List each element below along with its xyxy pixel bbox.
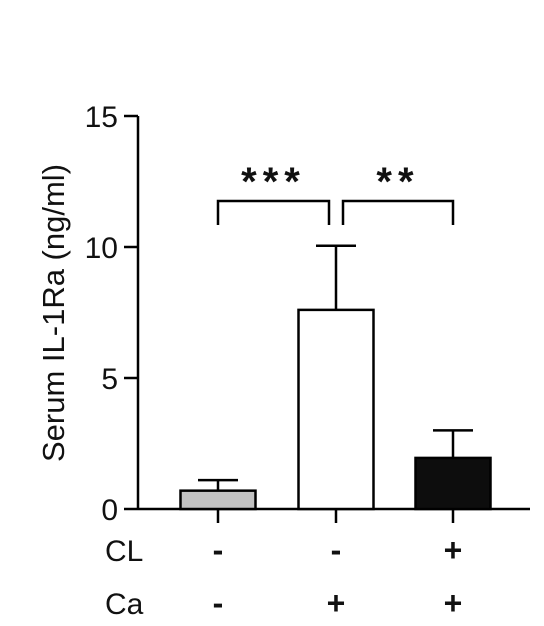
bars-group [179,244,492,511]
condition-value: + [444,585,463,621]
significance-label: *** [241,160,306,204]
condition-row-label: Ca [105,588,144,621]
condition-value: + [444,532,463,568]
y-tick-label: 10 [85,232,118,265]
x-axis [138,507,530,523]
significance-label: ** [376,160,419,204]
significance-bracket [341,199,455,225]
condition-row-label: CL [105,535,143,568]
significance-bracket [216,199,331,225]
y-tick-label: 0 [101,494,118,527]
y-tick-label: 5 [101,363,118,396]
condition-table: CL - - + Ca - + + [105,532,462,621]
bar [414,456,492,511]
bar [179,489,257,511]
condition-value: - [331,532,342,568]
bar [297,308,375,511]
y-axis: 0 5 10 15 [85,101,140,527]
significance-brackets: *** ** [216,160,455,225]
condition-value: + [327,585,346,621]
y-tick-label: 15 [85,101,118,134]
condition-value: - [213,532,224,568]
condition-value: - [213,585,224,621]
y-axis-title: Serum IL-1Ra (ng/ml) [36,164,71,462]
